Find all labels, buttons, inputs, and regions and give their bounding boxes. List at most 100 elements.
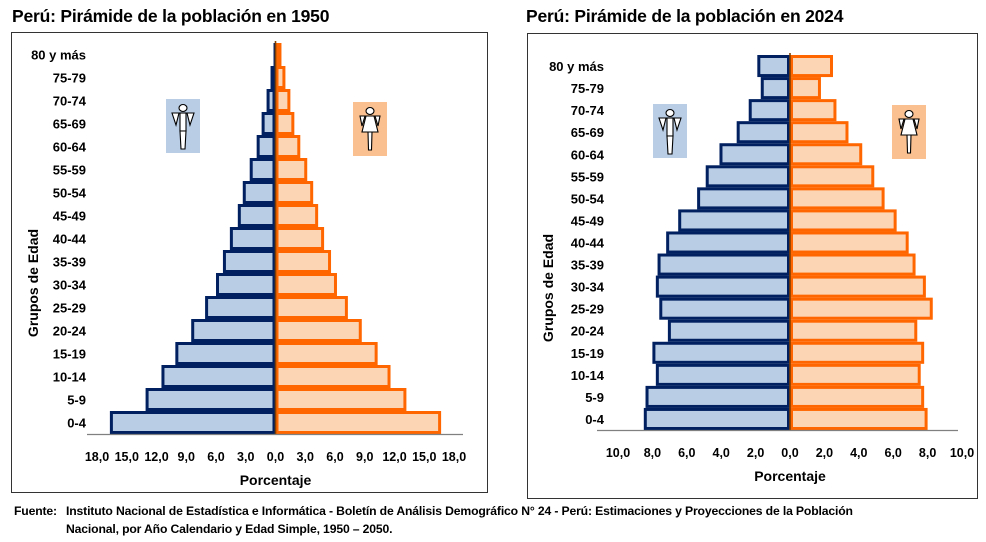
- x-tick-label: 2,0: [747, 446, 764, 460]
- chart-frame-2024: 0-4 5-9 10-14 15-19 20-24 25-29 30-34 35-39 40-4…: [527, 33, 978, 499]
- female-bar-45-49: [790, 209, 897, 232]
- female-bar-75-79: [275, 66, 286, 89]
- x-tick-label: 9,0: [178, 450, 195, 464]
- female-bar-75-79: [790, 77, 821, 100]
- male-bar-80-y-más: [757, 55, 791, 78]
- female-bar-50-54: [790, 187, 885, 210]
- age-group-label: 0-4: [585, 412, 605, 427]
- age-group-label: 70-74: [53, 94, 87, 109]
- x-tick-label: 6,0: [885, 446, 902, 460]
- male-bar-5-9: [145, 388, 276, 411]
- female-bar-65-69: [275, 112, 295, 135]
- female-bar-5-9: [790, 385, 925, 408]
- x-tick-label: 15,0: [115, 450, 139, 464]
- female-bar-30-34: [790, 275, 926, 298]
- male-bar-15-19: [175, 342, 276, 365]
- female-bar-0-4: [790, 407, 928, 430]
- male-bar-35-39: [222, 250, 276, 273]
- female-bar-60-64: [790, 143, 863, 166]
- female-bar-70-74: [275, 89, 291, 112]
- age-group-label: 0-4: [67, 416, 87, 431]
- female-bar-70-74: [790, 99, 837, 122]
- female-bar-25-29: [790, 297, 933, 320]
- x-axis-title: Porcentaje: [754, 468, 826, 484]
- x-tick-label: 8,0: [919, 446, 936, 460]
- x-tick-label: 3,0: [297, 450, 314, 464]
- age-group-label: 50-54: [53, 186, 87, 201]
- x-tick-label: 15,0: [412, 450, 436, 464]
- x-tick-label: 18,0: [442, 450, 466, 464]
- male-bar-45-49: [237, 204, 276, 227]
- age-group-label: 30-34: [571, 280, 605, 295]
- age-group-label: 25-29: [53, 301, 86, 316]
- female-bar-40-44: [275, 227, 325, 250]
- x-tick-label: 4,0: [713, 446, 730, 460]
- age-group-label: 65-69: [571, 125, 604, 140]
- pyramid-chart-2024: 0-4 5-9 10-14 15-19 20-24 25-29 30-34 35-39 40-4…: [540, 53, 974, 484]
- age-group-label: 70-74: [571, 103, 605, 118]
- x-tick-label: 0,0: [267, 450, 284, 464]
- age-group-label: 5-9: [585, 390, 604, 405]
- chart-title-2024: Perú: Pirámide de la población en 2024: [526, 6, 844, 26]
- age-group-label: 75-79: [571, 81, 604, 96]
- x-tick-label: 4,0: [850, 446, 867, 460]
- age-group-label: 5-9: [67, 393, 86, 408]
- male-bar-70-74: [266, 89, 276, 112]
- age-group-label: 40-44: [53, 232, 87, 247]
- female-bar-65-69: [790, 121, 849, 144]
- male-bar-65-69: [261, 112, 276, 135]
- age-group-label: 10-14: [53, 370, 87, 385]
- age-group-label: 80 y más: [31, 48, 86, 63]
- female-bar-80-y-más: [790, 55, 833, 78]
- male-bar-25-29: [659, 297, 790, 320]
- chart-title-1950: Perú: Pirámide de la población en 1950: [12, 6, 330, 26]
- male-bar-10-14: [161, 365, 276, 388]
- male-bar-25-29: [205, 296, 276, 319]
- y-axis-title: Grupos de Edad: [540, 234, 556, 342]
- male-bar-30-34: [655, 275, 790, 298]
- female-bar-45-49: [275, 204, 319, 227]
- age-group-label: 15-19: [53, 347, 86, 362]
- pyramid-chart-1950: 0-4 5-9 10-14 15-19 20-24 25-29 30-34 35-39 40-4…: [25, 41, 466, 488]
- female-bar-30-34: [275, 273, 337, 296]
- y-axis-title: Grupos de Edad: [25, 229, 41, 337]
- female-bar-35-39: [790, 253, 916, 276]
- female-bar-55-59: [275, 158, 308, 181]
- age-group-label: 50-54: [571, 191, 605, 206]
- x-tick-label: 6,0: [678, 446, 695, 460]
- x-tick-label: 9,0: [356, 450, 373, 464]
- male-bar-65-69: [736, 121, 790, 144]
- male-bar-45-49: [678, 209, 790, 232]
- female-bar-20-24: [275, 319, 362, 342]
- age-group-label: 20-24: [571, 324, 605, 339]
- male-bar-60-64: [256, 135, 276, 158]
- female-bar-55-59: [790, 165, 875, 188]
- age-group-label: 20-24: [53, 324, 87, 339]
- female-bar-15-19: [790, 341, 925, 364]
- age-group-label: 15-19: [571, 346, 604, 361]
- male-bar-0-4: [643, 407, 790, 430]
- female-bar-60-64: [275, 135, 301, 158]
- x-axis-title: Porcentaje: [240, 472, 312, 488]
- male-bar-40-44: [229, 227, 276, 250]
- source-label: Fuente:: [14, 504, 57, 518]
- male-bar-15-19: [652, 341, 791, 364]
- x-tick-label: 3,0: [237, 450, 254, 464]
- x-tick-label: 8,0: [644, 446, 661, 460]
- x-tick-label: 12,0: [382, 450, 406, 464]
- male-bar-20-24: [191, 319, 276, 342]
- source-line-2: Nacional, por Año Calendario y Edad Simp…: [66, 522, 393, 536]
- chart-frame-1950: 0-4 5-9 10-14 15-19 20-24 25-29 30-34 35-39 40-4…: [11, 32, 488, 493]
- female-bar-50-54: [275, 181, 314, 204]
- x-tick-label: 6,0: [326, 450, 343, 464]
- female-bar-20-24: [790, 319, 918, 342]
- male-bar-40-44: [666, 231, 790, 254]
- age-group-label: 60-64: [53, 140, 87, 155]
- male-bar-10-14: [655, 363, 790, 386]
- male-bar-55-59: [705, 165, 790, 188]
- x-tick-label: 6,0: [207, 450, 224, 464]
- male-bar-75-79: [270, 66, 276, 89]
- age-group-label: 40-44: [571, 236, 605, 251]
- male-bar-0-4: [109, 411, 276, 434]
- x-tick-label: 12,0: [144, 450, 168, 464]
